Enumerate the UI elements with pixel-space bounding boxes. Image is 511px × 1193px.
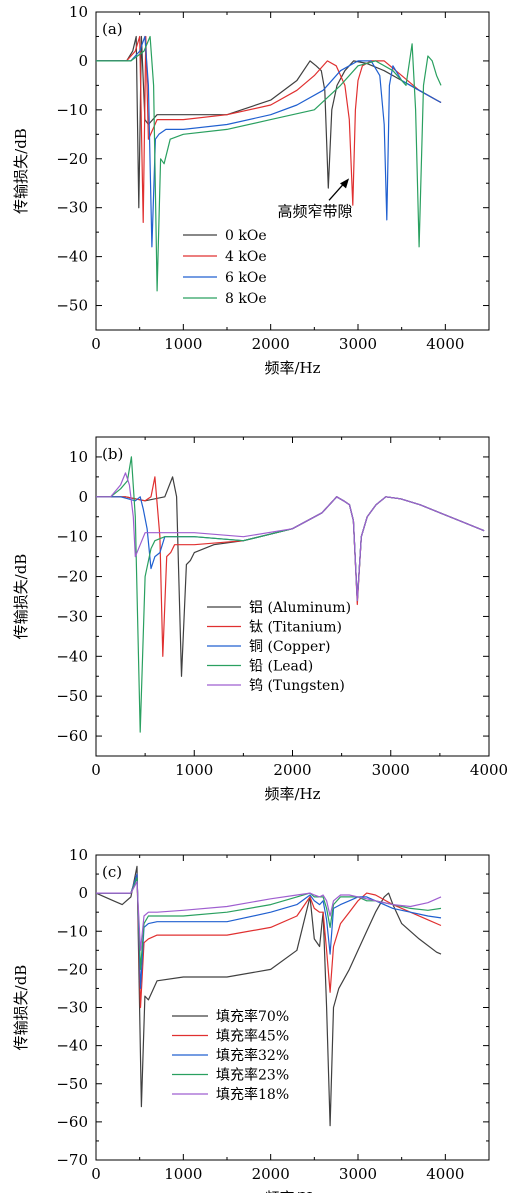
y-tick-label: 0 [78, 488, 88, 506]
y-tick-label: −10 [56, 101, 88, 119]
series-line-3 [96, 877, 442, 971]
y-tick-label: −40 [56, 647, 88, 665]
x-tick-label: 2000 [252, 1165, 290, 1183]
annotation-arrow-head [340, 178, 350, 189]
panel-label: (b) [102, 445, 123, 463]
series-line-1 [96, 35, 442, 223]
series-line-2 [96, 496, 485, 602]
legend-entry: 钛 (Titanium) [249, 620, 342, 636]
series-line-4 [96, 881, 442, 951]
x-tick-label: 3000 [339, 335, 377, 353]
series-line-3 [96, 35, 442, 292]
panel-label: (c) [102, 863, 122, 881]
y-axis-label: 传输损失/dB [12, 128, 30, 214]
chart-panel-1: 0 1000 2000 3000 4000 10 0 −10 −20 −30 −40 −50 −60 频率… [12, 436, 508, 803]
y-tick-label: 10 [69, 846, 88, 864]
plot-frame [95, 854, 490, 1161]
legend-entry: 填充率45% [216, 1028, 289, 1045]
x-tick-label: 4000 [426, 335, 464, 353]
legend-entry: 铜 (Copper) [249, 639, 330, 655]
x-tick-label: 1000 [164, 335, 202, 353]
series-line-4 [96, 472, 485, 602]
x-axis-label: 频率/Hz [264, 359, 320, 377]
y-tick-label: −60 [56, 727, 88, 745]
y-tick-label: −40 [56, 1037, 88, 1055]
legend-entry: 8 kOe [225, 291, 267, 307]
y-axis-label: 传输损失/dB [12, 554, 30, 640]
legend-entry: 填充率32% [216, 1047, 289, 1064]
y-tick-label: 0 [78, 884, 88, 902]
chart-panel-2: 0 1000 2000 3000 4000 10 0 −10 −20 −30 −40 −50 −60 −7… [12, 846, 490, 1193]
panel-label: (a) [102, 20, 123, 38]
y-tick-label: −10 [56, 922, 88, 940]
annotation-label: 高频窄带隙 [278, 202, 353, 220]
x-tick-label: 1000 [164, 1165, 202, 1183]
x-axis-label: 频率/Hz [264, 1189, 320, 1193]
plot-frame [95, 11, 490, 331]
y-tick-label: −30 [56, 607, 88, 625]
x-tick-label: 4000 [470, 761, 508, 779]
chart-panel-0: 0 1000 2000 3000 4000 10 0 −10 −20 −30 −40 −50 频率/Hz… [12, 3, 490, 377]
x-tick-label: 0 [91, 1165, 101, 1183]
y-tick-label: −20 [56, 150, 88, 168]
legend-entry: 填充率18% [216, 1086, 289, 1103]
plot-frame [95, 436, 490, 757]
legend-entry: 铝 (Aluminum) [249, 600, 351, 616]
legend-entry: 钨 (Tungsten) [249, 678, 345, 694]
x-tick-label: 0 [91, 335, 101, 353]
series-line-2 [96, 873, 442, 990]
y-tick-label: −30 [56, 199, 88, 217]
series-line-2 [96, 35, 442, 248]
y-tick-label: −50 [56, 1075, 88, 1093]
y-axis-label: 传输损失/dB [12, 965, 30, 1051]
x-tick-label: 1000 [175, 761, 213, 779]
x-tick-label: 2000 [273, 761, 311, 779]
y-tick-label: 0 [78, 52, 88, 70]
series-line-0 [96, 35, 442, 209]
annotation-arrow-shaft [328, 181, 346, 201]
y-tick-label: −50 [56, 297, 88, 315]
x-axis-label: 频率/Hz [264, 785, 320, 803]
y-tick-label: −70 [56, 1151, 88, 1169]
legend-entry: 6 kOe [225, 270, 267, 286]
y-tick-label: 10 [69, 448, 88, 466]
legend-entry: 铅 (Lead) [249, 659, 313, 675]
y-tick-label: −10 [56, 528, 88, 546]
y-tick-label: −40 [56, 248, 88, 266]
y-tick-label: 10 [69, 3, 88, 21]
y-tick-label: −20 [56, 568, 88, 586]
x-tick-label: 3000 [339, 1165, 377, 1183]
legend-entry: 4 kOe [225, 249, 267, 265]
x-tick-label: 4000 [426, 1165, 464, 1183]
series-line-1 [96, 873, 442, 1009]
y-tick-label: −20 [56, 960, 88, 978]
x-tick-label: 0 [91, 761, 101, 779]
y-tick-label: −50 [56, 687, 88, 705]
legend-entry: 填充率70% [216, 1008, 289, 1025]
y-tick-label: −30 [56, 999, 88, 1017]
y-tick-label: −60 [56, 1113, 88, 1131]
x-tick-label: 3000 [372, 761, 410, 779]
legend-entry: 填充率23% [216, 1067, 289, 1084]
x-tick-label: 2000 [252, 335, 290, 353]
legend-entry: 0 kOe [225, 228, 267, 244]
